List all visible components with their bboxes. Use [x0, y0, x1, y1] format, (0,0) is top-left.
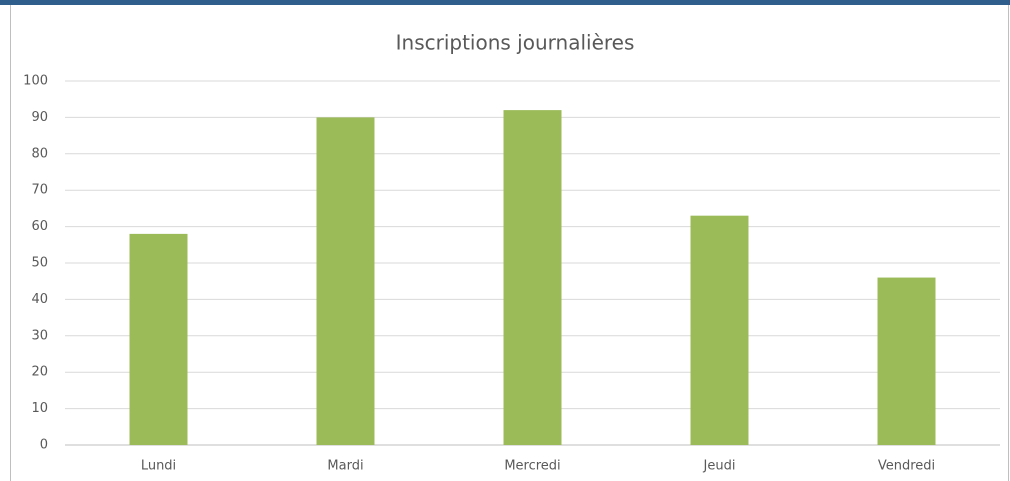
- y-tick-label: 0: [40, 438, 48, 453]
- y-tick-label: 10: [31, 401, 48, 416]
- bar: [503, 110, 562, 446]
- x-tick-label: Mardi: [327, 459, 363, 474]
- x-tick-label: Vendredi: [878, 459, 935, 474]
- x-tick-label: Mercredi: [504, 459, 560, 474]
- bar: [129, 233, 188, 445]
- y-tick-label: 80: [31, 146, 48, 161]
- x-tick-label: Jeudi: [703, 459, 736, 474]
- bar: [877, 277, 936, 445]
- y-tick-label: 60: [31, 219, 48, 234]
- x-tick-label: Lundi: [141, 459, 176, 474]
- y-tick-label: 40: [31, 292, 48, 307]
- chart-title: Inscriptions journalières: [396, 31, 635, 55]
- y-tick-label: 90: [31, 110, 48, 125]
- y-tick-label: 30: [31, 328, 48, 343]
- bar: [690, 215, 749, 445]
- y-tick-label: 70: [31, 183, 48, 198]
- window-top-bar: [0, 0, 1010, 5]
- y-tick-label: 100: [23, 74, 48, 89]
- y-tick-label: 50: [31, 256, 48, 271]
- bar: [316, 117, 375, 446]
- y-tick-label: 20: [31, 365, 48, 380]
